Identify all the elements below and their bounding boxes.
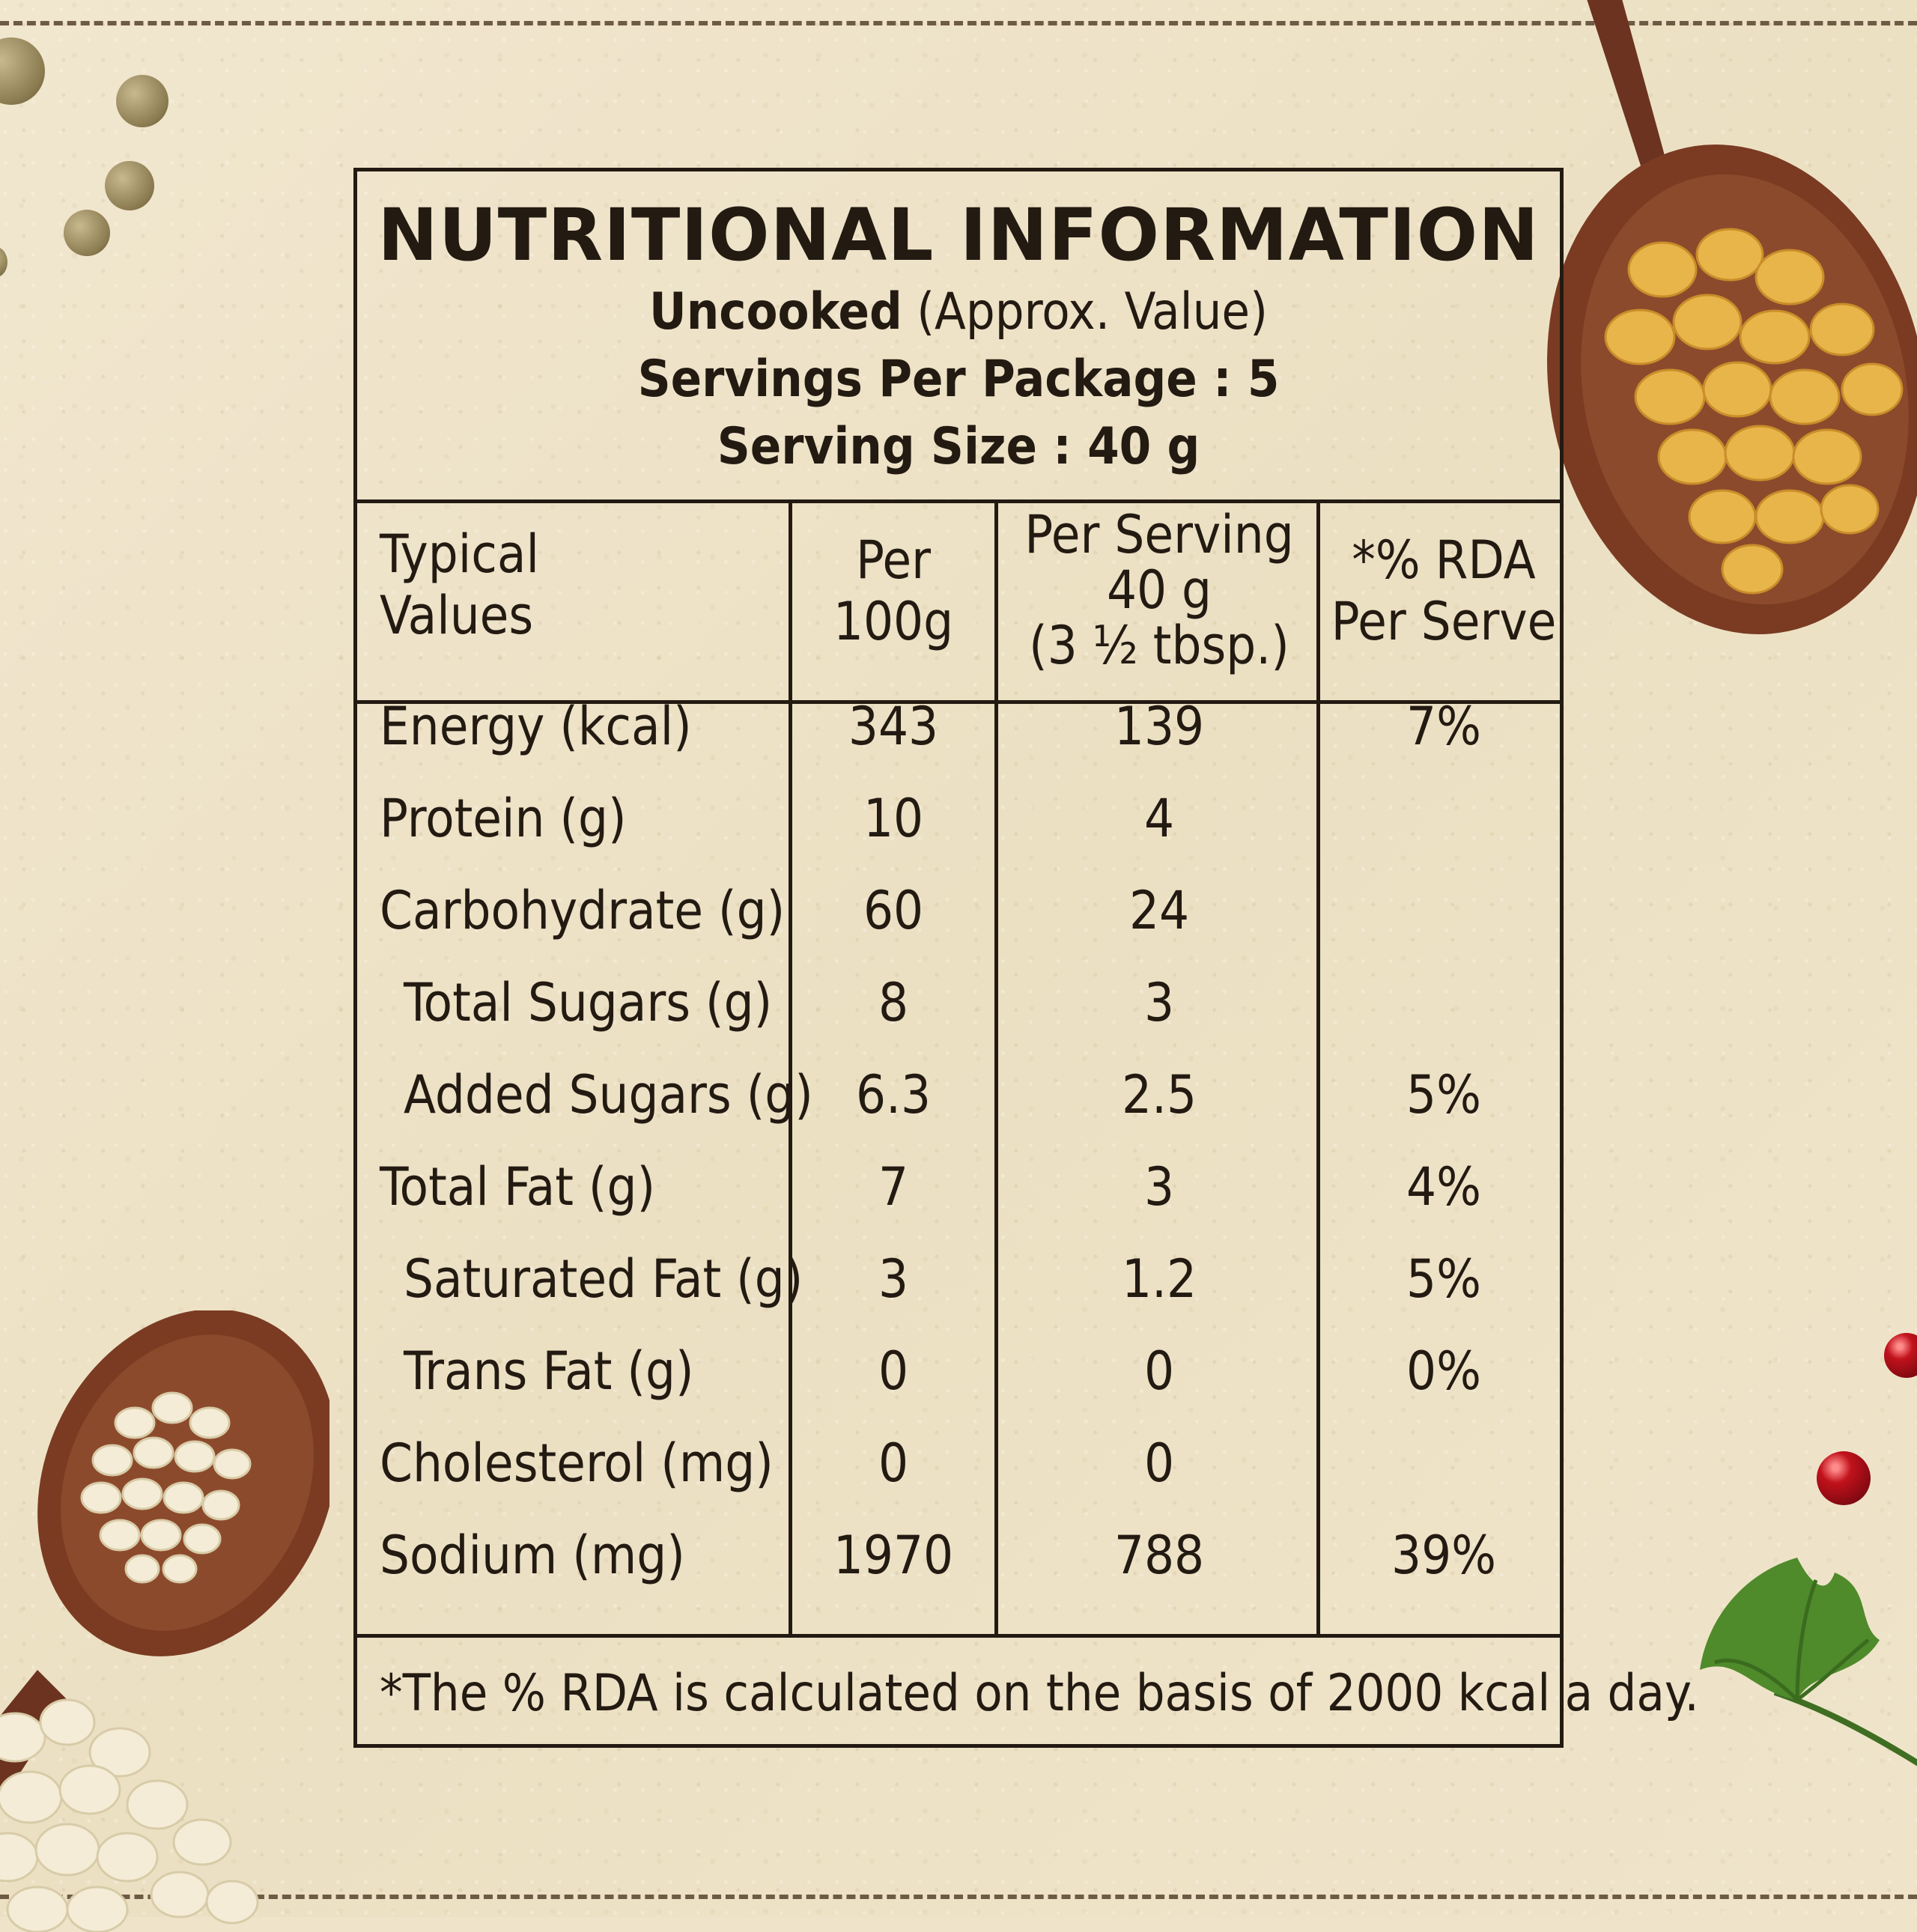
column-header-line: 40 g (1106, 559, 1212, 621)
top-stitch-border (0, 21, 1917, 25)
rda-value: 5% (1406, 1064, 1481, 1126)
spilled-urad-dal-icon (0, 1698, 259, 1932)
per-100g-value: 60 (863, 880, 924, 941)
table-row: Cholesterol (mg) 0 0 (357, 1418, 1560, 1510)
column-header-typical-values: Typical Values (380, 523, 539, 726)
basis-rest: (Approx. Value) (917, 282, 1268, 341)
column-divider (994, 499, 998, 1638)
table-row: Trans Fat (g) 0 0 0% (357, 1325, 1560, 1418)
nutrient-name: Total Sugars (g) (404, 972, 773, 1033)
nutrient-name: Added Sugars (g) (404, 1064, 813, 1126)
table-row: Protein (g) 10 4 (357, 773, 1560, 865)
column-header-per-100g: Per 100g (789, 529, 998, 732)
per-100g-value: 8 (878, 972, 909, 1033)
per-serving-value: 3 (1143, 1156, 1175, 1218)
table-header: NUTRITIONAL INFORMATION Uncooked (Approx… (357, 171, 1560, 503)
nutrient-name: Saturated Fat (g) (404, 1248, 803, 1310)
per-serving-value: 139 (1114, 696, 1205, 757)
per-serving-value: 0 (1143, 1433, 1175, 1494)
rda-value: 0% (1406, 1340, 1481, 1402)
column-header-line: Per (855, 529, 932, 591)
serving-size: Serving Size : 40 g (717, 417, 1200, 476)
wooden-spoon-chana-dal-icon (1547, 0, 1917, 634)
nutrient-name: Cholesterol (mg) (380, 1433, 774, 1494)
rda-value: 7% (1406, 696, 1481, 757)
nutrient-name: Carbohydrate (g) (380, 880, 786, 941)
per-100g-value: 10 (863, 788, 924, 849)
per-100g-value: 0 (878, 1340, 909, 1402)
nutrient-name: Total Fat (g) (380, 1156, 656, 1218)
column-header-line: Per Serving (1024, 504, 1294, 565)
per-100g-value: 0 (878, 1433, 909, 1494)
per-serving-value: 24 (1128, 880, 1190, 941)
nutrient-name: Trans Fat (g) (404, 1340, 694, 1402)
table-row: Carbohydrate (g) 60 24 (357, 865, 1560, 957)
column-header-line: Values (380, 585, 534, 646)
per-serving-value: 788 (1114, 1525, 1205, 1586)
per-serving-value: 4 (1143, 788, 1175, 849)
table-row: Saturated Fat (g) 3 1.2 5% (357, 1233, 1560, 1325)
per-100g-value: 343 (848, 696, 939, 757)
servings-per-package: Servings Per Package : 5 (637, 350, 1280, 409)
basis-line: Uncooked (Approx. Value) (357, 282, 1560, 342)
table-row: Energy (kcal) 343 139 7% (357, 681, 1560, 773)
per-100g-value: 1970 (833, 1525, 954, 1586)
per-serving-value: 0 (1143, 1340, 1175, 1402)
per-serving-value: 2.5 (1121, 1064, 1197, 1126)
coriander-leaf-icon (1700, 1558, 1917, 1767)
column-header-line: 100g (833, 591, 954, 652)
column-header-line: (3 ½ tbsp.) (1029, 615, 1289, 676)
column-header-line: Typical (380, 523, 540, 585)
footer-divider (357, 1634, 1560, 1638)
nutrient-name: Sodium (mg) (380, 1525, 685, 1586)
per-100g-value: 6.3 (855, 1064, 932, 1126)
nutrition-table: NUTRITIONAL INFORMATION Uncooked (Approx… (353, 168, 1699, 1748)
table-row: Sodium (mg) 1970 788 39% (357, 1510, 1560, 1602)
table-row: Total Fat (g) 7 3 4% (357, 1141, 1560, 1233)
column-header-line: *% RDA (1352, 529, 1536, 591)
per-100g-value: 3 (878, 1248, 909, 1310)
basis-bold: Uncooked (649, 282, 902, 341)
column-header-per-serving: Per Serving 40 g (3 ½ tbsp.) (998, 507, 1320, 709)
column-divider (1316, 499, 1320, 1638)
column-header-rda: *% RDA Per Serve (1320, 529, 1567, 732)
column-header-divider (357, 700, 1560, 704)
table-row: Added Sugars (g) 6.3 2.5 5% (357, 1049, 1560, 1141)
rda-value: 5% (1406, 1248, 1481, 1310)
nutrient-name: Protein (g) (380, 788, 627, 849)
bottom-stitch-border (0, 1895, 1917, 1899)
table-row: Total Sugars (g) 8 3 (357, 957, 1560, 1049)
rda-value: 39% (1391, 1525, 1496, 1586)
per-serving-value: 3 (1143, 972, 1175, 1033)
per-serving-value: 1.2 (1121, 1248, 1197, 1310)
per-100g-value: 7 (878, 1156, 909, 1218)
rda-value: 4% (1406, 1156, 1481, 1218)
table-title: NUTRITIONAL INFORMATION (377, 193, 1540, 277)
column-divider (789, 499, 792, 1638)
rda-footnote: *The % RDA is calculated on the basis of… (380, 1664, 1699, 1723)
nutrient-name: Energy (kcal) (380, 696, 692, 757)
wooden-spoon-urad-dal-icon (0, 1310, 329, 1805)
column-header-line: Per Serve (1331, 591, 1557, 652)
